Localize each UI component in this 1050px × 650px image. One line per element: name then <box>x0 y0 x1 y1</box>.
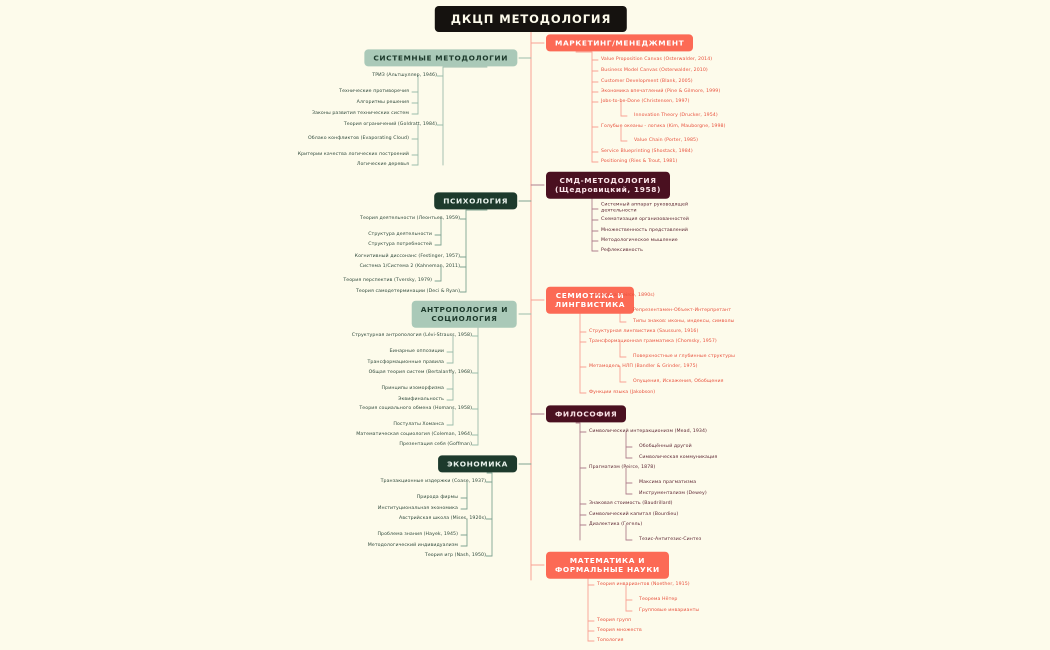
leaf-node[interactable]: Математическая социология (Coleman, 1964… <box>356 432 472 438</box>
leaf-node[interactable]: Алгоритмы решения <box>356 100 409 106</box>
leaf-node[interactable]: Множественность представлений <box>601 228 689 234</box>
leaf-node[interactable]: Институциональная экономика <box>377 506 458 512</box>
leaf-node[interactable]: Тезис-Антитезис-Синтез <box>639 537 702 543</box>
leaf-node[interactable]: Бинарные оппозиции <box>389 349 444 355</box>
leaf-node[interactable]: Принципы изоморфизма <box>381 386 444 392</box>
leaf-node[interactable]: Структура потребностей <box>368 242 432 248</box>
leaf-node[interactable]: Максима прагматизма <box>639 480 697 486</box>
leaf-node[interactable]: Диалектика (Гегель) <box>589 522 643 528</box>
leaf-node[interactable]: Семиотика (Peirce, 1890s) <box>589 293 655 299</box>
branch-node-psychology[interactable]: ПСИХОЛОГИЯ <box>434 192 517 210</box>
branch-node-semiotics[interactable]: СЕМИОТИКА И ЛИНГВИСТИКА <box>546 286 635 314</box>
leaf-node[interactable]: Логические деревья <box>356 162 409 168</box>
leaf-node[interactable]: Структура деятельности <box>368 232 432 238</box>
root-node[interactable]: ДКЦП МЕТОДОЛОГИЯ <box>434 6 628 33</box>
branch-label-line2: ЛИНГВИСТИКА <box>555 300 626 309</box>
leaf-node[interactable]: Теория игр (Nash, 1950) <box>424 553 486 559</box>
leaf-node[interactable]: Критерии качества логических построений <box>297 152 409 158</box>
leaf-node[interactable]: Поверхностные и глубинные структуры <box>633 354 735 360</box>
leaf-node[interactable]: Теория самодетерминации (Deci & Ryan) <box>355 289 460 295</box>
leaf-node[interactable]: Теория социального обмена (Homans, 1958) <box>359 406 472 412</box>
leaf-node[interactable]: Теория инвариантов (Noether, 1915) <box>597 582 690 588</box>
leaf-node[interactable]: Постулаты Хоманса <box>393 422 444 428</box>
leaf-node[interactable]: Рефлексивность <box>601 248 643 254</box>
leaf-node[interactable]: Опущения, Искажения, Обобщения <box>633 379 724 385</box>
leaf-node[interactable]: Теория ограничений (Goldratt, 1984) <box>343 122 437 128</box>
leaf-node[interactable]: Типы знаков: иконы, индексы, символы <box>633 319 735 325</box>
leaf-node[interactable]: Функции языка (Jakobson) <box>589 390 656 396</box>
leaf-node[interactable]: Инструментализм (Dewey) <box>639 491 707 497</box>
leaf-node[interactable]: Методологическое мышление <box>601 238 678 244</box>
leaf-node[interactable]: Теория перспектив (Tversky, 1979) <box>343 278 432 284</box>
leaf-node[interactable]: Трансформационная грамматика (Chomsky, 1… <box>589 339 717 345</box>
leaf-node[interactable]: Структурная антропология (Lévi-Strauss, … <box>351 333 472 339</box>
leaf-node[interactable]: Customer Development (Blank, 2005) <box>601 79 693 85</box>
leaf-node[interactable]: Теория множеств <box>597 628 642 634</box>
leaf-node[interactable]: Теория групп <box>597 618 632 624</box>
leaf-node[interactable]: Технические противоречия <box>339 89 409 95</box>
leaf-node[interactable]: Австрийская школа (Mises, 1920s) <box>399 516 486 522</box>
branch-node-philosophy[interactable]: ФИЛОСОФИЯ <box>546 405 627 423</box>
branch-label-line1: СМД-МЕТОДОЛОГИЯ <box>559 175 657 185</box>
leaf-node[interactable]: Презентация себя (Goffman) <box>399 442 472 448</box>
leaf-node[interactable]: Структурная лингвистика (Saussure, 1916) <box>589 329 699 335</box>
leaf-node[interactable]: Jobs-to-be-Done (Christensen, 1997) <box>601 99 690 105</box>
branch-node-smd[interactable]: СМД-МЕТОДОЛОГИЯ (Щедровицкий, 1958) <box>546 171 670 199</box>
leaf-node[interactable]: Service Blueprinting (Shostack, 1984) <box>601 149 693 155</box>
branch-node-economics[interactable]: ЭКОНОМИКА <box>438 455 517 473</box>
leaf-node[interactable]: Облако конфликтов (Evaporating Cloud) <box>308 136 409 142</box>
leaf-node[interactable]: Обобщённый другой <box>639 444 692 450</box>
leaf-node[interactable]: Голубые океаны - логика (Kim, Mauborgne,… <box>601 124 726 130</box>
leaf-node[interactable]: Innovation Theory (Drucker, 1954) <box>634 113 718 119</box>
leaf-node[interactable]: Природа фирмы <box>416 495 458 501</box>
branch-label-line1: МАТЕМАТИКА И <box>569 555 645 565</box>
leaf-node[interactable]: Теорема Нётер <box>639 597 678 603</box>
branch-label-line1: АНТРОПОЛОГИЯ И <box>420 304 508 314</box>
branch-label-line2: ФОРМАЛЬНЫЕ НАУКИ <box>555 565 660 574</box>
leaf-node[interactable]: Проблема знания (Hayek, 1945) <box>377 532 458 538</box>
branch-node-systems[interactable]: СИСТЕМНЫЕ МЕТОДОЛОГИИ <box>364 49 517 67</box>
leaf-node[interactable]: Транзакционные издержки (Coase, 1937) <box>380 479 486 485</box>
branch-label-line2: СОЦИОЛОГИЯ <box>431 314 498 323</box>
leaf-node[interactable]: Символический интеракционизм (Mead, 1934… <box>589 429 707 435</box>
leaf-node[interactable]: Знаковая стоимость (Baudrillard) <box>589 501 673 507</box>
leaf-node[interactable]: Value Chain (Porter, 1985) <box>634 138 698 144</box>
leaf-node[interactable]: Трансформационные правила <box>367 360 444 366</box>
leaf-node[interactable]: Система 1/Система 2 (Kahneman, 2011) <box>359 264 460 270</box>
leaf-node[interactable]: Экономика впечатлений (Pine & Gilmore, 1… <box>601 89 721 95</box>
leaf-node[interactable]: Топология <box>597 638 624 644</box>
leaf-node[interactable]: Репрезентамен-Объект-Интерпретант <box>633 308 732 314</box>
branch-node-marketing[interactable]: МАРКЕТИНГ/МЕНЕДЖМЕНТ <box>546 34 694 52</box>
leaf-node[interactable]: Групповые инварианты <box>639 608 700 614</box>
leaf-node[interactable]: Теория деятельности (Леонтьев, 1959) <box>360 216 460 222</box>
leaf-node[interactable]: Business Model Canvas (Osterwalder, 2010… <box>601 68 708 74</box>
leaf-node[interactable]: Когнитивный диссонанс (Festinger, 1957) <box>354 254 460 260</box>
leaf-node[interactable]: Общая теория систем (Bertalanffy, 1968) <box>368 370 472 376</box>
leaf-node[interactable]: Схематизация организованностей <box>601 217 689 223</box>
leaf-node[interactable]: Прагматизм (Peirce, 1878) <box>589 465 656 471</box>
branch-label-line1: СЕМИОТИКА И <box>555 290 625 300</box>
branch-label-line2: (Щедровицкий, 1958) <box>555 185 661 194</box>
leaf-node[interactable]: Символическая коммуникация <box>639 455 718 461</box>
leaf-node[interactable]: Символический капитал (Bourdieu) <box>589 512 679 518</box>
branch-node-mathematics[interactable]: МАТЕМАТИКА И ФОРМАЛЬНЫЕ НАУКИ <box>546 551 669 579</box>
leaf-node[interactable]: ТРИЗ (Альтшуллер, 1946) <box>372 73 437 79</box>
leaf-node[interactable]: Законы развития технических систем <box>311 111 409 117</box>
leaf-node[interactable]: Системный аппарат руководящей деятельнос… <box>601 202 689 214</box>
leaf-node[interactable]: Positioning (Ries & Trout, 1981) <box>601 159 678 165</box>
leaf-node[interactable]: Метамодель НЛП (Bandler & Grinder, 1975) <box>589 364 698 370</box>
leaf-node[interactable]: Value Proposition Canvas (Osterwalder, 2… <box>601 57 713 63</box>
branch-node-anthropology[interactable]: АНТРОПОЛОГИЯ И СОЦИОЛОГИЯ <box>411 300 517 328</box>
leaf-node[interactable]: Эквифинальность <box>398 397 444 403</box>
leaf-node[interactable]: Методологический индивидуализм <box>367 543 458 549</box>
